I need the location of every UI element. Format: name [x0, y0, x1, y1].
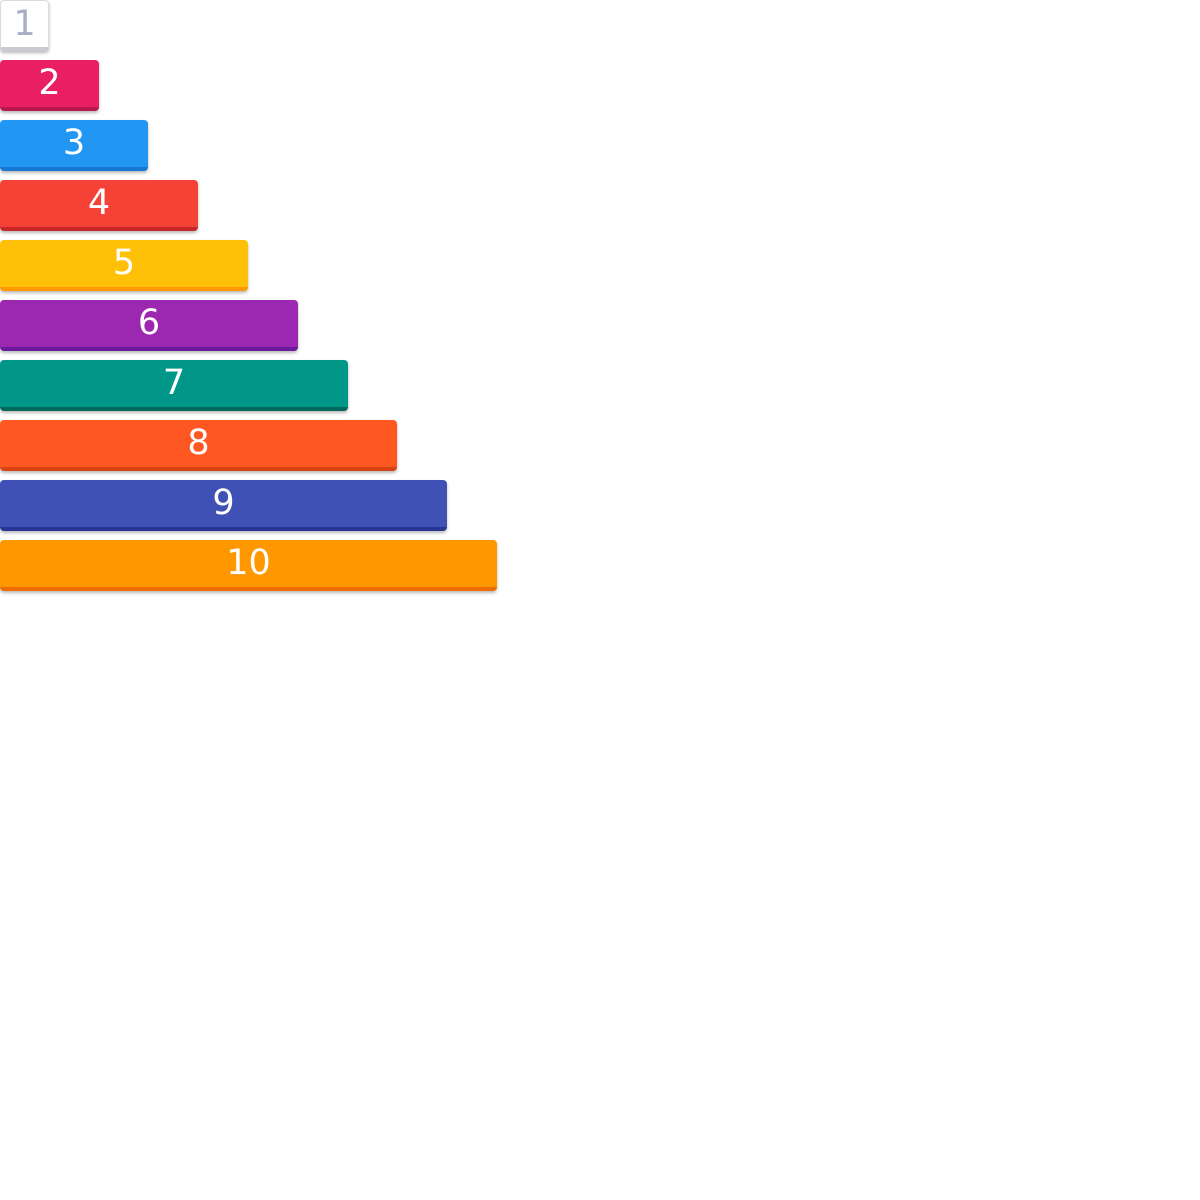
number-rod-4[interactable]: 4 [0, 180, 198, 231]
number-rod-1[interactable]: 1 [0, 0, 49, 51]
number-rod-7[interactable]: 7 [0, 360, 348, 411]
number-rod-label: 5 [112, 243, 136, 283]
number-rod-3[interactable]: 3 [0, 120, 148, 171]
number-rod-label: 7 [162, 363, 186, 403]
number-rod-6[interactable]: 6 [0, 300, 298, 351]
number-rod-label: 3 [62, 123, 86, 163]
number-rod-10[interactable]: 10 [0, 540, 497, 591]
number-rod-5[interactable]: 5 [0, 240, 248, 291]
number-rod-label: 2 [38, 63, 61, 103]
number-rod-8[interactable]: 8 [0, 420, 397, 471]
number-rod-label: 9 [212, 483, 235, 523]
number-rod-label: 4 [87, 183, 111, 223]
number-rod-label: 6 [137, 303, 161, 343]
number-rod-label: 1 [13, 3, 36, 44]
number-rod-9[interactable]: 9 [0, 480, 447, 531]
number-rod-label: 8 [187, 423, 210, 463]
number-rod-2[interactable]: 2 [0, 60, 99, 111]
number-rod-label: 10 [226, 543, 271, 583]
